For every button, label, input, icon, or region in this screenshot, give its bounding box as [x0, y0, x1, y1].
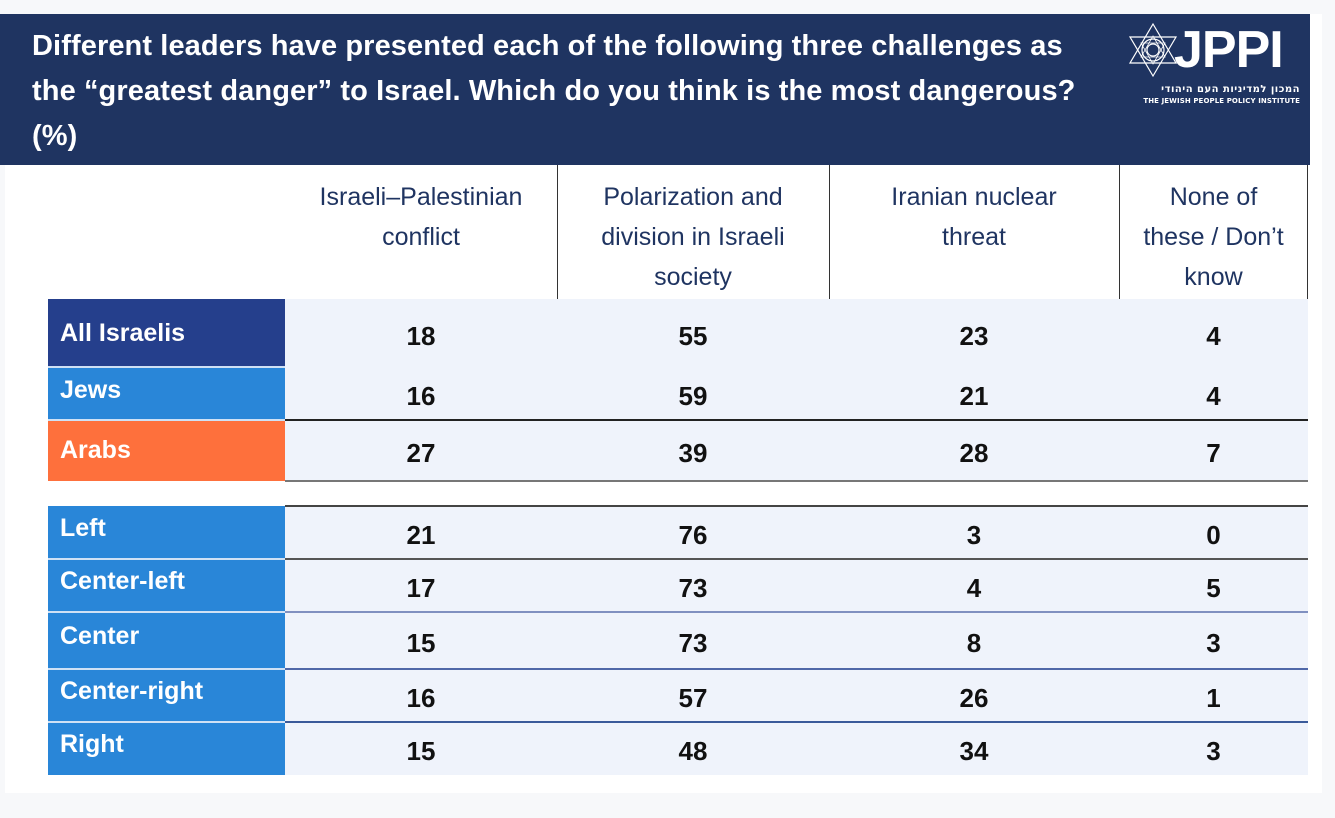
row-label-text: Center-right: [60, 677, 204, 705]
column-header-line: Iranian nuclear: [891, 183, 1057, 211]
row-divider: [285, 419, 1308, 421]
row-divider: [285, 558, 1308, 560]
value-cell: 21: [406, 520, 436, 550]
column-header-line: division in Israeli: [601, 223, 785, 251]
column-divider: [1307, 165, 1308, 299]
column-header: Polarization and division in Israeli socie…: [557, 165, 829, 299]
logo-english-tagline: THE JEWISH PEOPLE POLICY INSTITUTE: [1143, 97, 1300, 105]
value-cell: 34: [959, 736, 989, 766]
row-label: Right: [48, 722, 285, 775]
column-header-line: these / Don’t: [1143, 223, 1284, 251]
label-separator: [48, 611, 285, 613]
column-header-line: society: [654, 263, 732, 291]
label-separator: [48, 366, 285, 368]
row-divider: [285, 480, 1308, 482]
row-label-text: Center: [60, 622, 140, 650]
header-band: [0, 14, 1310, 165]
value-cell: 1: [1206, 683, 1221, 713]
row-label: Center: [48, 612, 285, 669]
value-cell: 16: [406, 683, 436, 713]
column-header-line: Israeli–Palestinian: [319, 183, 523, 211]
value-cell: 3: [1206, 628, 1221, 658]
row-divider: [285, 721, 1308, 723]
table-row: 16 57 26 1: [285, 669, 1308, 722]
label-separator: [48, 419, 285, 421]
value-cell: 16: [406, 381, 436, 411]
value-cell: 73: [678, 628, 708, 658]
column-header-line: Polarization and: [603, 183, 783, 211]
value-cell: 4: [1206, 320, 1221, 351]
value-cell: 3: [966, 520, 982, 550]
value-cell: 21: [959, 381, 989, 411]
label-separator: [48, 558, 285, 560]
row-label-text: Right: [60, 730, 124, 758]
table-row: 16 59 21 4: [285, 367, 1308, 420]
row-label: Left: [48, 506, 285, 559]
value-cell: 23: [959, 320, 989, 351]
row-divider: [285, 668, 1308, 670]
label-separator: [48, 668, 285, 670]
table-row: 27 39 28 7: [285, 420, 1308, 481]
value-cell: 3: [1206, 736, 1221, 766]
value-cell: 27: [406, 438, 436, 468]
row-label-text: Jews: [60, 376, 122, 404]
column-header-line: conflict: [382, 223, 460, 251]
column-divider: [1119, 165, 1120, 299]
row-label: All Israelis: [48, 299, 285, 367]
value-cell: 18: [406, 320, 436, 351]
value-cell: 57: [678, 683, 708, 713]
table-row: 21 76 3 0: [285, 506, 1308, 559]
value-cell: 28: [959, 438, 989, 468]
value-cell: 73: [678, 573, 708, 603]
column-header-line: None of: [1169, 183, 1258, 211]
chart-title: Different leaders have presented each of…: [32, 30, 1076, 152]
table-row: 17 73 4 5: [285, 559, 1308, 612]
row-label: Arabs: [48, 420, 285, 481]
column-header-line: know: [1184, 263, 1243, 291]
column-header: Israeli–Palestinian conflict: [285, 165, 557, 299]
table-row: 15 48 34 3: [285, 722, 1308, 775]
value-cell: 55: [678, 320, 708, 351]
value-cell: 48: [678, 736, 708, 766]
value-cell: 0: [1206, 520, 1221, 550]
star-of-david-icon: [1128, 22, 1178, 78]
row-label: Center-right: [48, 669, 285, 722]
jppi-logo: JPPI המכון למדיניות העם היהודי THE JEWIS…: [1124, 21, 1304, 112]
row-label-text: Arabs: [60, 436, 131, 464]
value-cell: 15: [406, 736, 436, 766]
value-cell: 4: [966, 573, 982, 603]
value-cell: 15: [406, 628, 436, 658]
value-cell: 5: [1206, 573, 1221, 603]
row-label-text: Center-left: [60, 567, 186, 595]
column-header-line: threat: [942, 223, 1006, 251]
row-label: Jews: [48, 367, 285, 420]
table-row: 15 73 8 3: [285, 612, 1308, 669]
column-divider: [829, 165, 830, 299]
label-separator: [48, 721, 285, 723]
value-cell: 4: [1206, 381, 1221, 411]
row-divider: [285, 505, 1308, 507]
logo-hebrew-tagline: המכון למדיניות העם היהודי: [1161, 84, 1300, 95]
value-cell: 39: [678, 438, 708, 468]
row-label: Center-left: [48, 559, 285, 612]
column-header: Iranian nuclear threat: [829, 165, 1119, 299]
column-header: None of these / Don’t know: [1119, 165, 1308, 299]
table-row: 18 55 23 4: [285, 299, 1308, 367]
row-label-text: All Israelis: [60, 319, 186, 347]
logo-wordmark: JPPI: [1174, 21, 1284, 79]
row-label-text: Left: [60, 514, 106, 542]
value-cell: 8: [966, 628, 982, 658]
value-cell: 17: [406, 573, 436, 603]
value-cell: 7: [1206, 438, 1221, 468]
value-cell: 26: [959, 683, 989, 713]
value-cell: 76: [678, 520, 708, 550]
row-divider: [285, 611, 1308, 613]
column-divider: [557, 165, 558, 299]
value-cell: 59: [678, 381, 708, 411]
